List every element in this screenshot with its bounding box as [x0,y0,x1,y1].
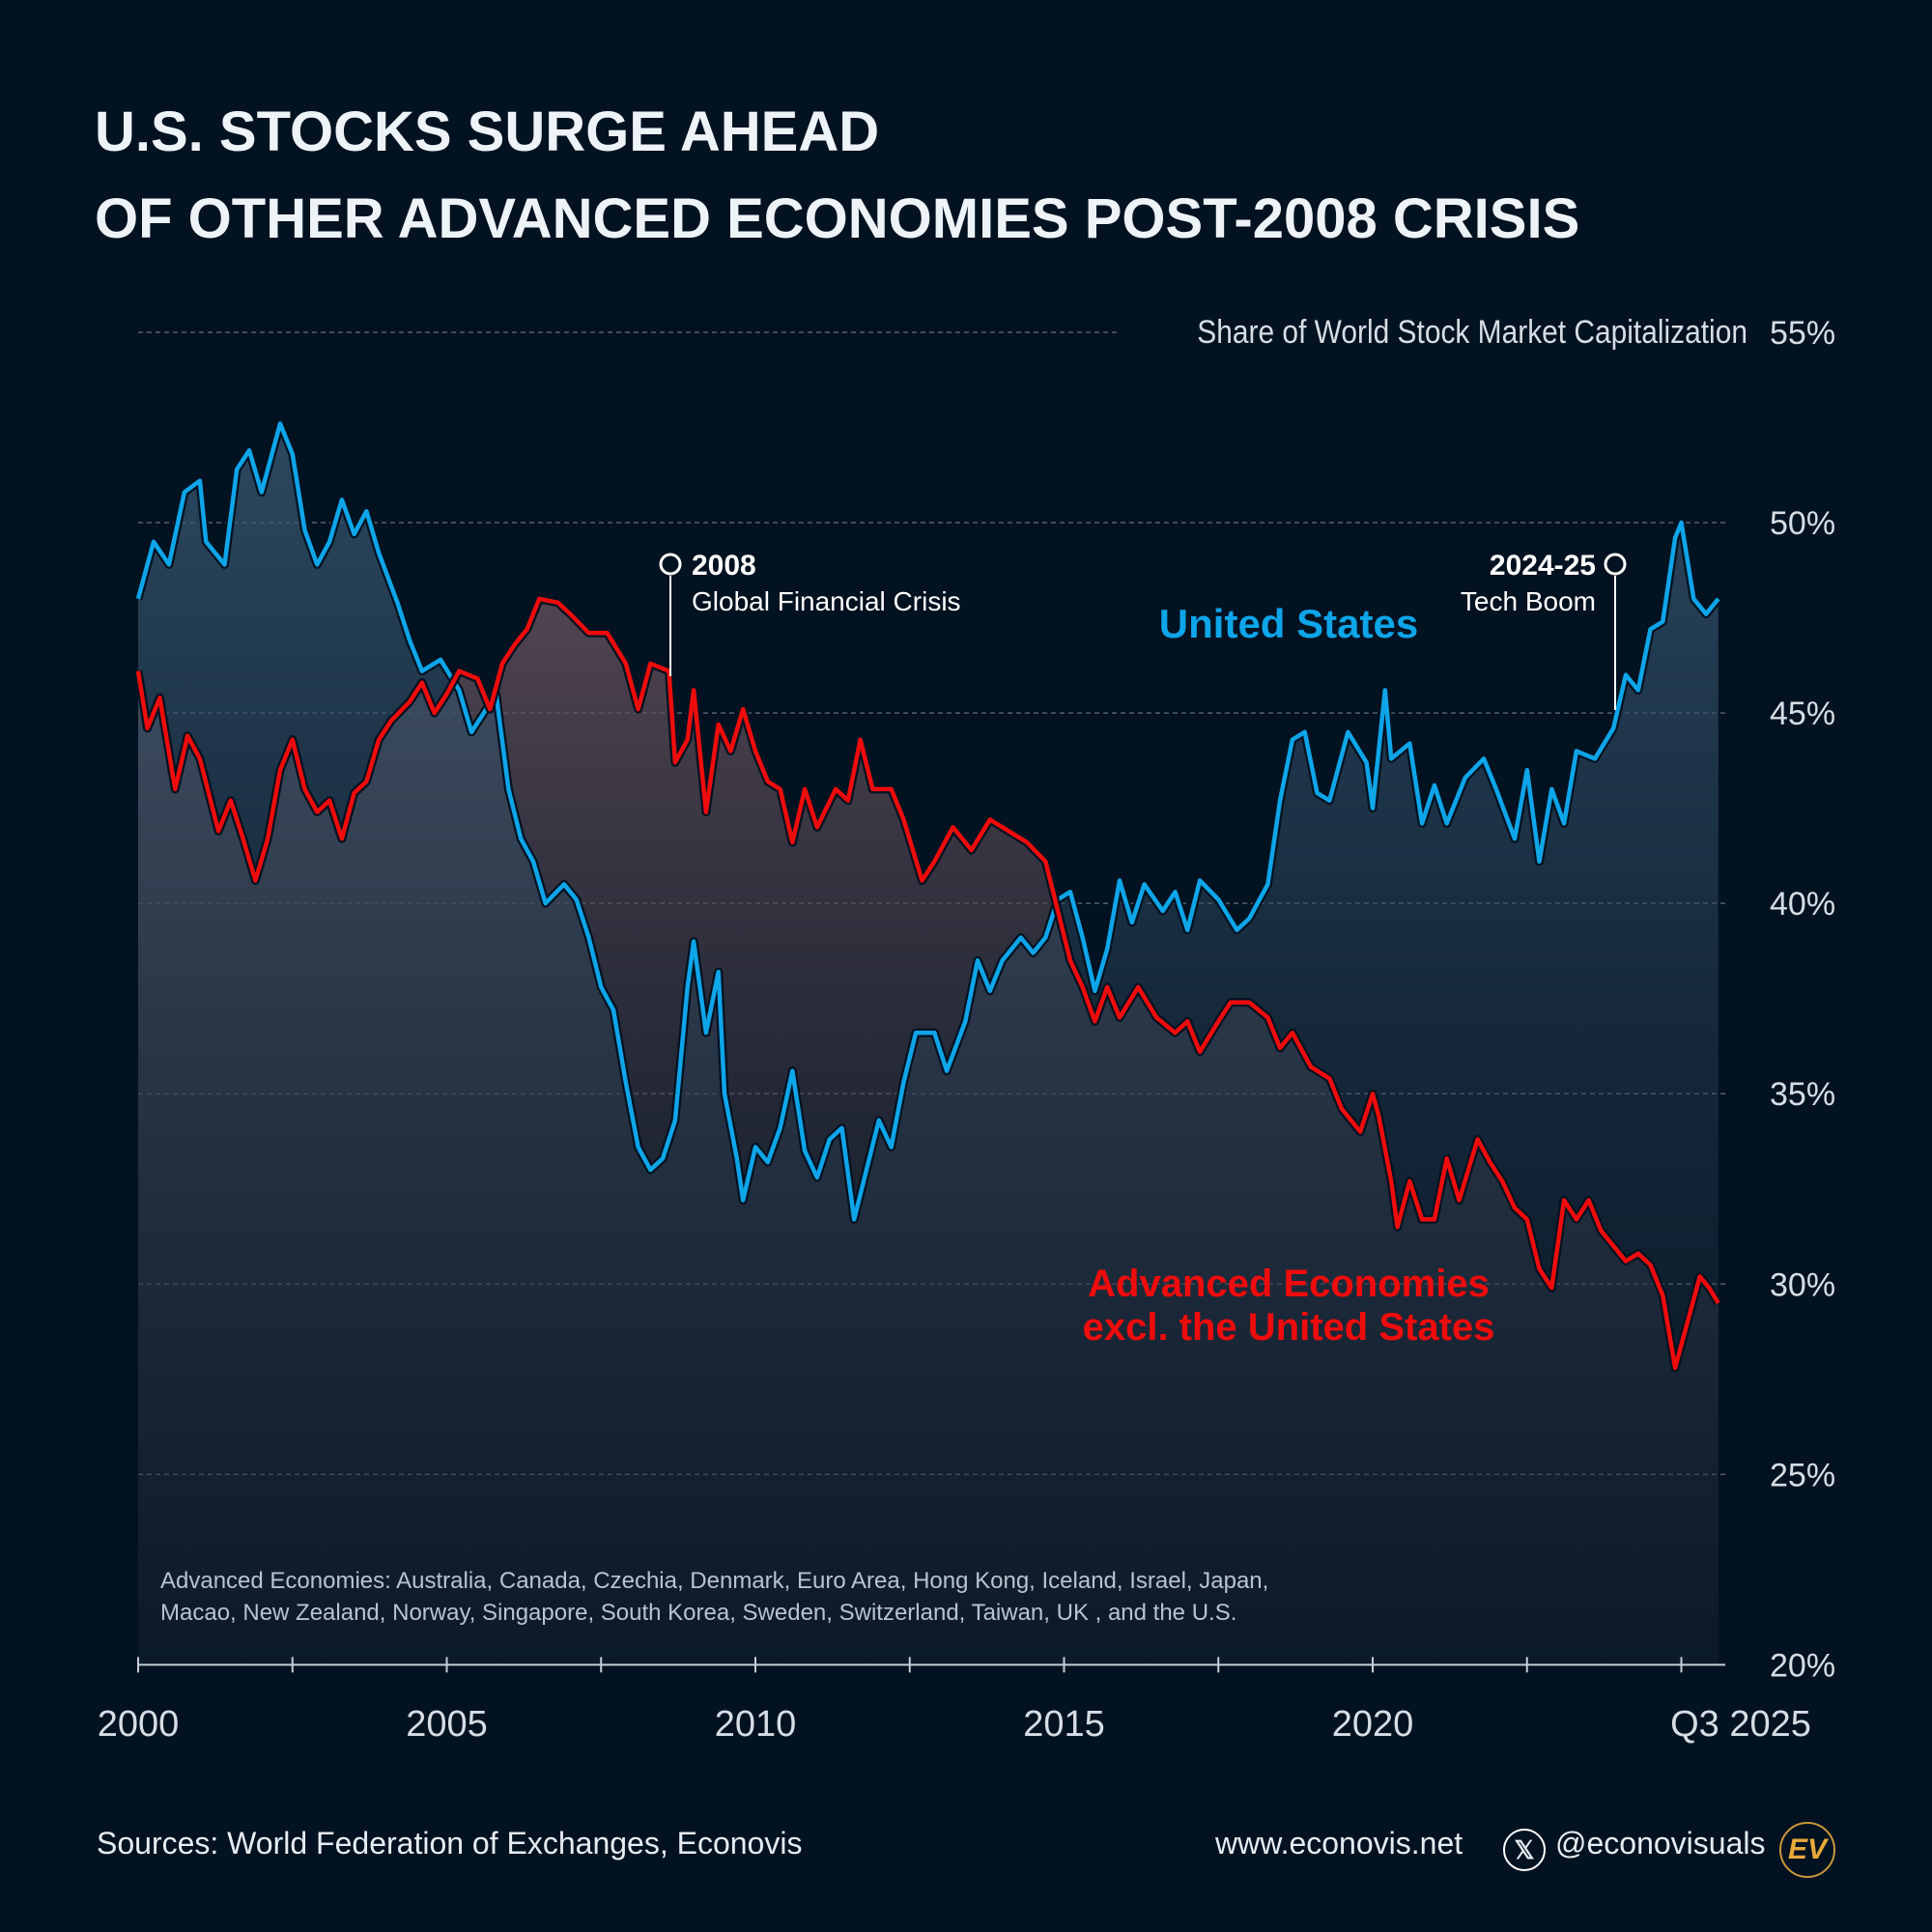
annotation-marker [659,553,682,576]
annotation-text: Tech Boom [1461,586,1596,616]
footnote-line-1: Advanced Economies: Australia, Canada, C… [160,1568,1269,1594]
series-line-advanced-economies [135,596,1720,1371]
y-tick-label: 50% [1770,505,1835,542]
y-tick-label: 45% [1770,696,1835,732]
y-tick-label: 25% [1770,1457,1835,1493]
annotation-year: 2024-25 [1490,550,1596,582]
annotation-2024-25: 2024-25 Tech Boom [1461,550,1627,710]
y-axis-title: Share of World Stock Market Capitalizati… [1197,313,1747,350]
annotation-year: 2008 [692,550,756,582]
annotation-2008: 2008 Global Financial Crisis [659,550,961,676]
chart-title: U.S. STOCKS SURGE AHEAD OF OTHER ADVANCE… [95,89,1853,263]
y-tick-label: 35% [1770,1076,1835,1113]
x-tick-label: 2010 [715,1704,797,1745]
footnote-line-2: Macao, New Zealand, Norway, Singapore, S… [160,1600,1237,1626]
x-tick-label: 2015 [1023,1704,1105,1745]
y-tick-label: 55% [1770,315,1835,352]
series-label-us: United States [1159,601,1418,646]
x-tick-label: 2000 [98,1704,180,1745]
sources: Sources: World Federation of Exchanges, … [97,1826,803,1861]
x-tick-label: 2020 [1332,1704,1414,1745]
series-label-adv-2: excl. the United States [1083,1306,1495,1349]
y-tick-label: 20% [1770,1647,1835,1684]
footnote: Advanced Economies: Australia, Canada, C… [160,1565,1609,1629]
x-tick-label: 2005 [406,1704,488,1745]
area-us [138,423,1719,1665]
x-tick-label: Q3 2025 [1670,1704,1811,1745]
title-line-1: U.S. STOCKS SURGE AHEAD [95,100,880,163]
annotation-text: Global Financial Crisis [692,586,961,616]
econovis-logo: EV [1779,1822,1835,1878]
series-line-us [135,421,1720,1222]
social-handle[interactable]: @econovisuals [1555,1826,1766,1861]
y-tick-label: 30% [1770,1266,1835,1303]
website-link[interactable]: www.econovis.net [1215,1826,1463,1861]
x-logo-icon[interactable]: 𝕏 [1503,1829,1546,1871]
title-line-2: OF OTHER ADVANCED ECONOMIES POST-2008 CR… [95,187,1580,250]
series-label-adv-1: Advanced Economies [1088,1263,1490,1305]
annotation-marker [1604,553,1627,576]
y-tick-label: 40% [1770,886,1835,923]
